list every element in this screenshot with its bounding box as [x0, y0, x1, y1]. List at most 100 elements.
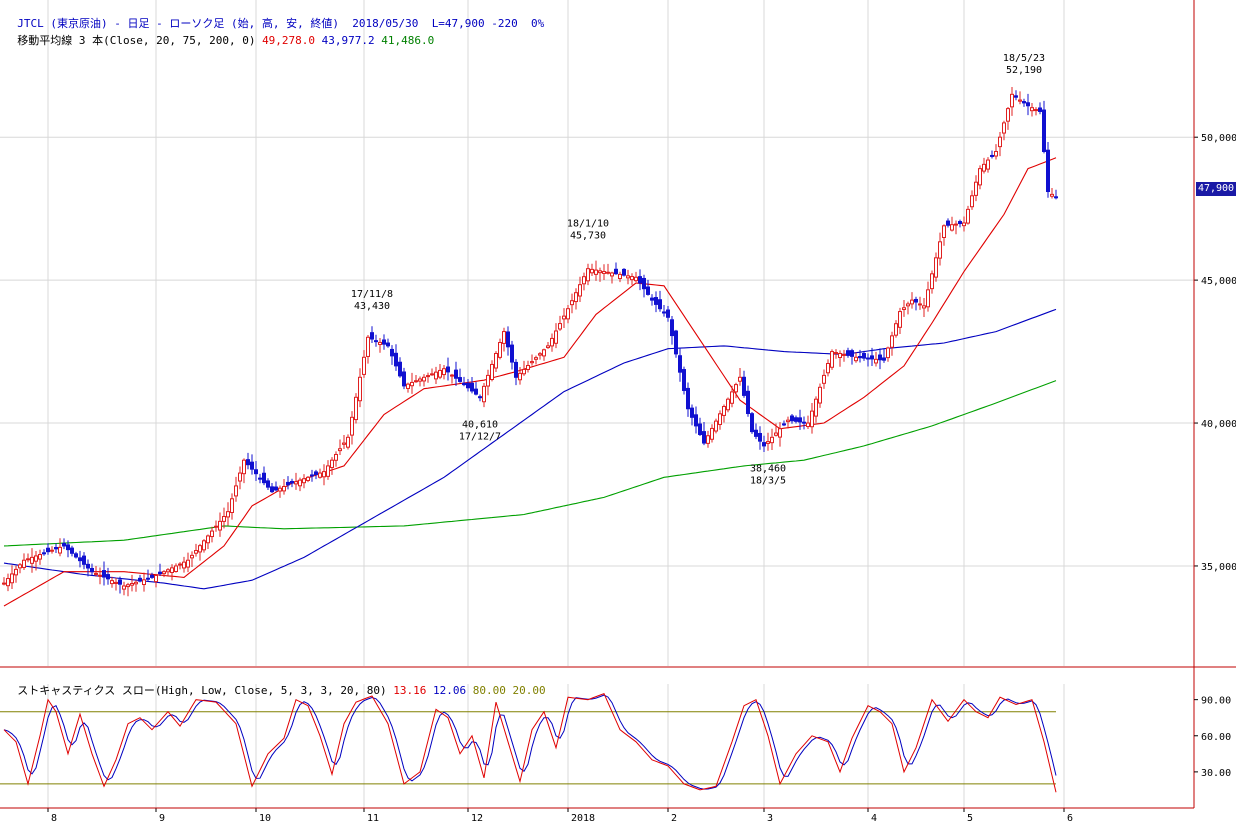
candle-down [650, 297, 654, 301]
date-tick-label: 10 [259, 813, 271, 823]
candle-down [946, 220, 950, 226]
candle-up [806, 422, 810, 428]
candle-up [618, 273, 622, 280]
candle-down [66, 544, 70, 551]
date-tick-label: 2018 [571, 813, 595, 823]
candle-up [350, 416, 354, 436]
date-tick-label: 4 [871, 813, 877, 823]
candle-down [246, 459, 250, 466]
candle-up [998, 136, 1002, 148]
candle-up [114, 581, 118, 584]
candle-up [6, 578, 10, 587]
candle-up [26, 558, 30, 561]
candle-up [774, 432, 778, 436]
candle-up [714, 420, 718, 432]
candle-up [482, 385, 486, 403]
candle-up [938, 241, 942, 259]
candle-up [630, 276, 634, 281]
candle-up [162, 571, 166, 575]
candle-up [606, 271, 610, 274]
candle-down [642, 277, 646, 290]
candle-up [550, 337, 554, 347]
candle-down [266, 480, 270, 488]
candle-up [98, 574, 102, 577]
candle-up [1030, 107, 1034, 112]
stoch-d-value: 12.06 [433, 684, 467, 697]
candle-down [370, 332, 374, 340]
candle-up [358, 376, 362, 402]
candle-up [130, 583, 134, 586]
price-tick-label: 40,000 [1201, 419, 1236, 430]
candle-up [346, 436, 350, 448]
candle-up [282, 485, 286, 492]
candle-up [330, 459, 334, 468]
candle-up [110, 580, 114, 585]
candle-up [886, 347, 890, 359]
candle-down [694, 414, 698, 427]
candle-up [982, 163, 986, 172]
candle-up [238, 472, 242, 482]
stoch-tick-label: 90.00 [1201, 696, 1231, 707]
candle-up [50, 549, 54, 552]
candle-down [658, 299, 662, 310]
last-price: L=47,900 [431, 17, 485, 30]
candle-up [634, 276, 638, 282]
price-change: -220 [491, 17, 518, 30]
candle-down [758, 432, 762, 442]
candle-up [406, 383, 410, 389]
candle-down [1054, 196, 1058, 199]
candle-up [1006, 108, 1010, 122]
candle-up [450, 374, 454, 377]
candle-up [230, 498, 234, 513]
ma-legend-label: 移動平均線 3 本(Close, 20, 75, 200, 0) [17, 34, 256, 47]
candle-down [106, 574, 110, 580]
candle-down [462, 382, 466, 386]
candle-up [986, 159, 990, 170]
candle-down [662, 311, 666, 314]
candle-up [410, 381, 414, 387]
candle-up [1034, 109, 1038, 112]
candle-up [922, 305, 926, 309]
candle-down [638, 276, 642, 284]
candle-up [818, 386, 822, 404]
candle-down [394, 352, 398, 367]
moving-averages [3, 157, 1057, 607]
date-tick-label: 8 [51, 813, 57, 823]
price-tick-label: 35,000 [1201, 562, 1236, 573]
candle-up [94, 572, 98, 575]
candle-up [38, 554, 42, 560]
candle-down [702, 431, 706, 444]
candle-up [974, 181, 978, 196]
candle-up [874, 358, 878, 364]
candle-up [234, 485, 238, 497]
candle-up [242, 459, 246, 475]
candle-down [310, 474, 314, 477]
candle-down [686, 387, 690, 410]
candle-down [750, 413, 754, 433]
candle-up [430, 373, 434, 376]
candle-down [762, 442, 766, 447]
candle-up [178, 563, 182, 566]
candle-down [742, 376, 746, 396]
last-price-tag: 47,900 [1196, 182, 1236, 196]
candle-down [250, 461, 254, 470]
chart-date: 2018/05/30 [352, 17, 419, 30]
ma20-line [3, 157, 1057, 607]
candle-down [286, 481, 290, 486]
annotation-label: 43,430 [354, 301, 390, 312]
candle-up [378, 341, 382, 345]
candle-down [850, 350, 854, 357]
candle-up [598, 270, 602, 274]
candle-up [222, 516, 226, 522]
candle-up [326, 465, 330, 477]
candle-up [278, 487, 282, 492]
candle-up [438, 369, 442, 378]
candle-up [434, 371, 438, 380]
candle-down [846, 350, 850, 356]
candle-up [842, 353, 846, 356]
candle-up [354, 396, 358, 421]
candle-up [490, 363, 494, 381]
candle-up [182, 561, 186, 569]
candle-down [646, 286, 650, 295]
